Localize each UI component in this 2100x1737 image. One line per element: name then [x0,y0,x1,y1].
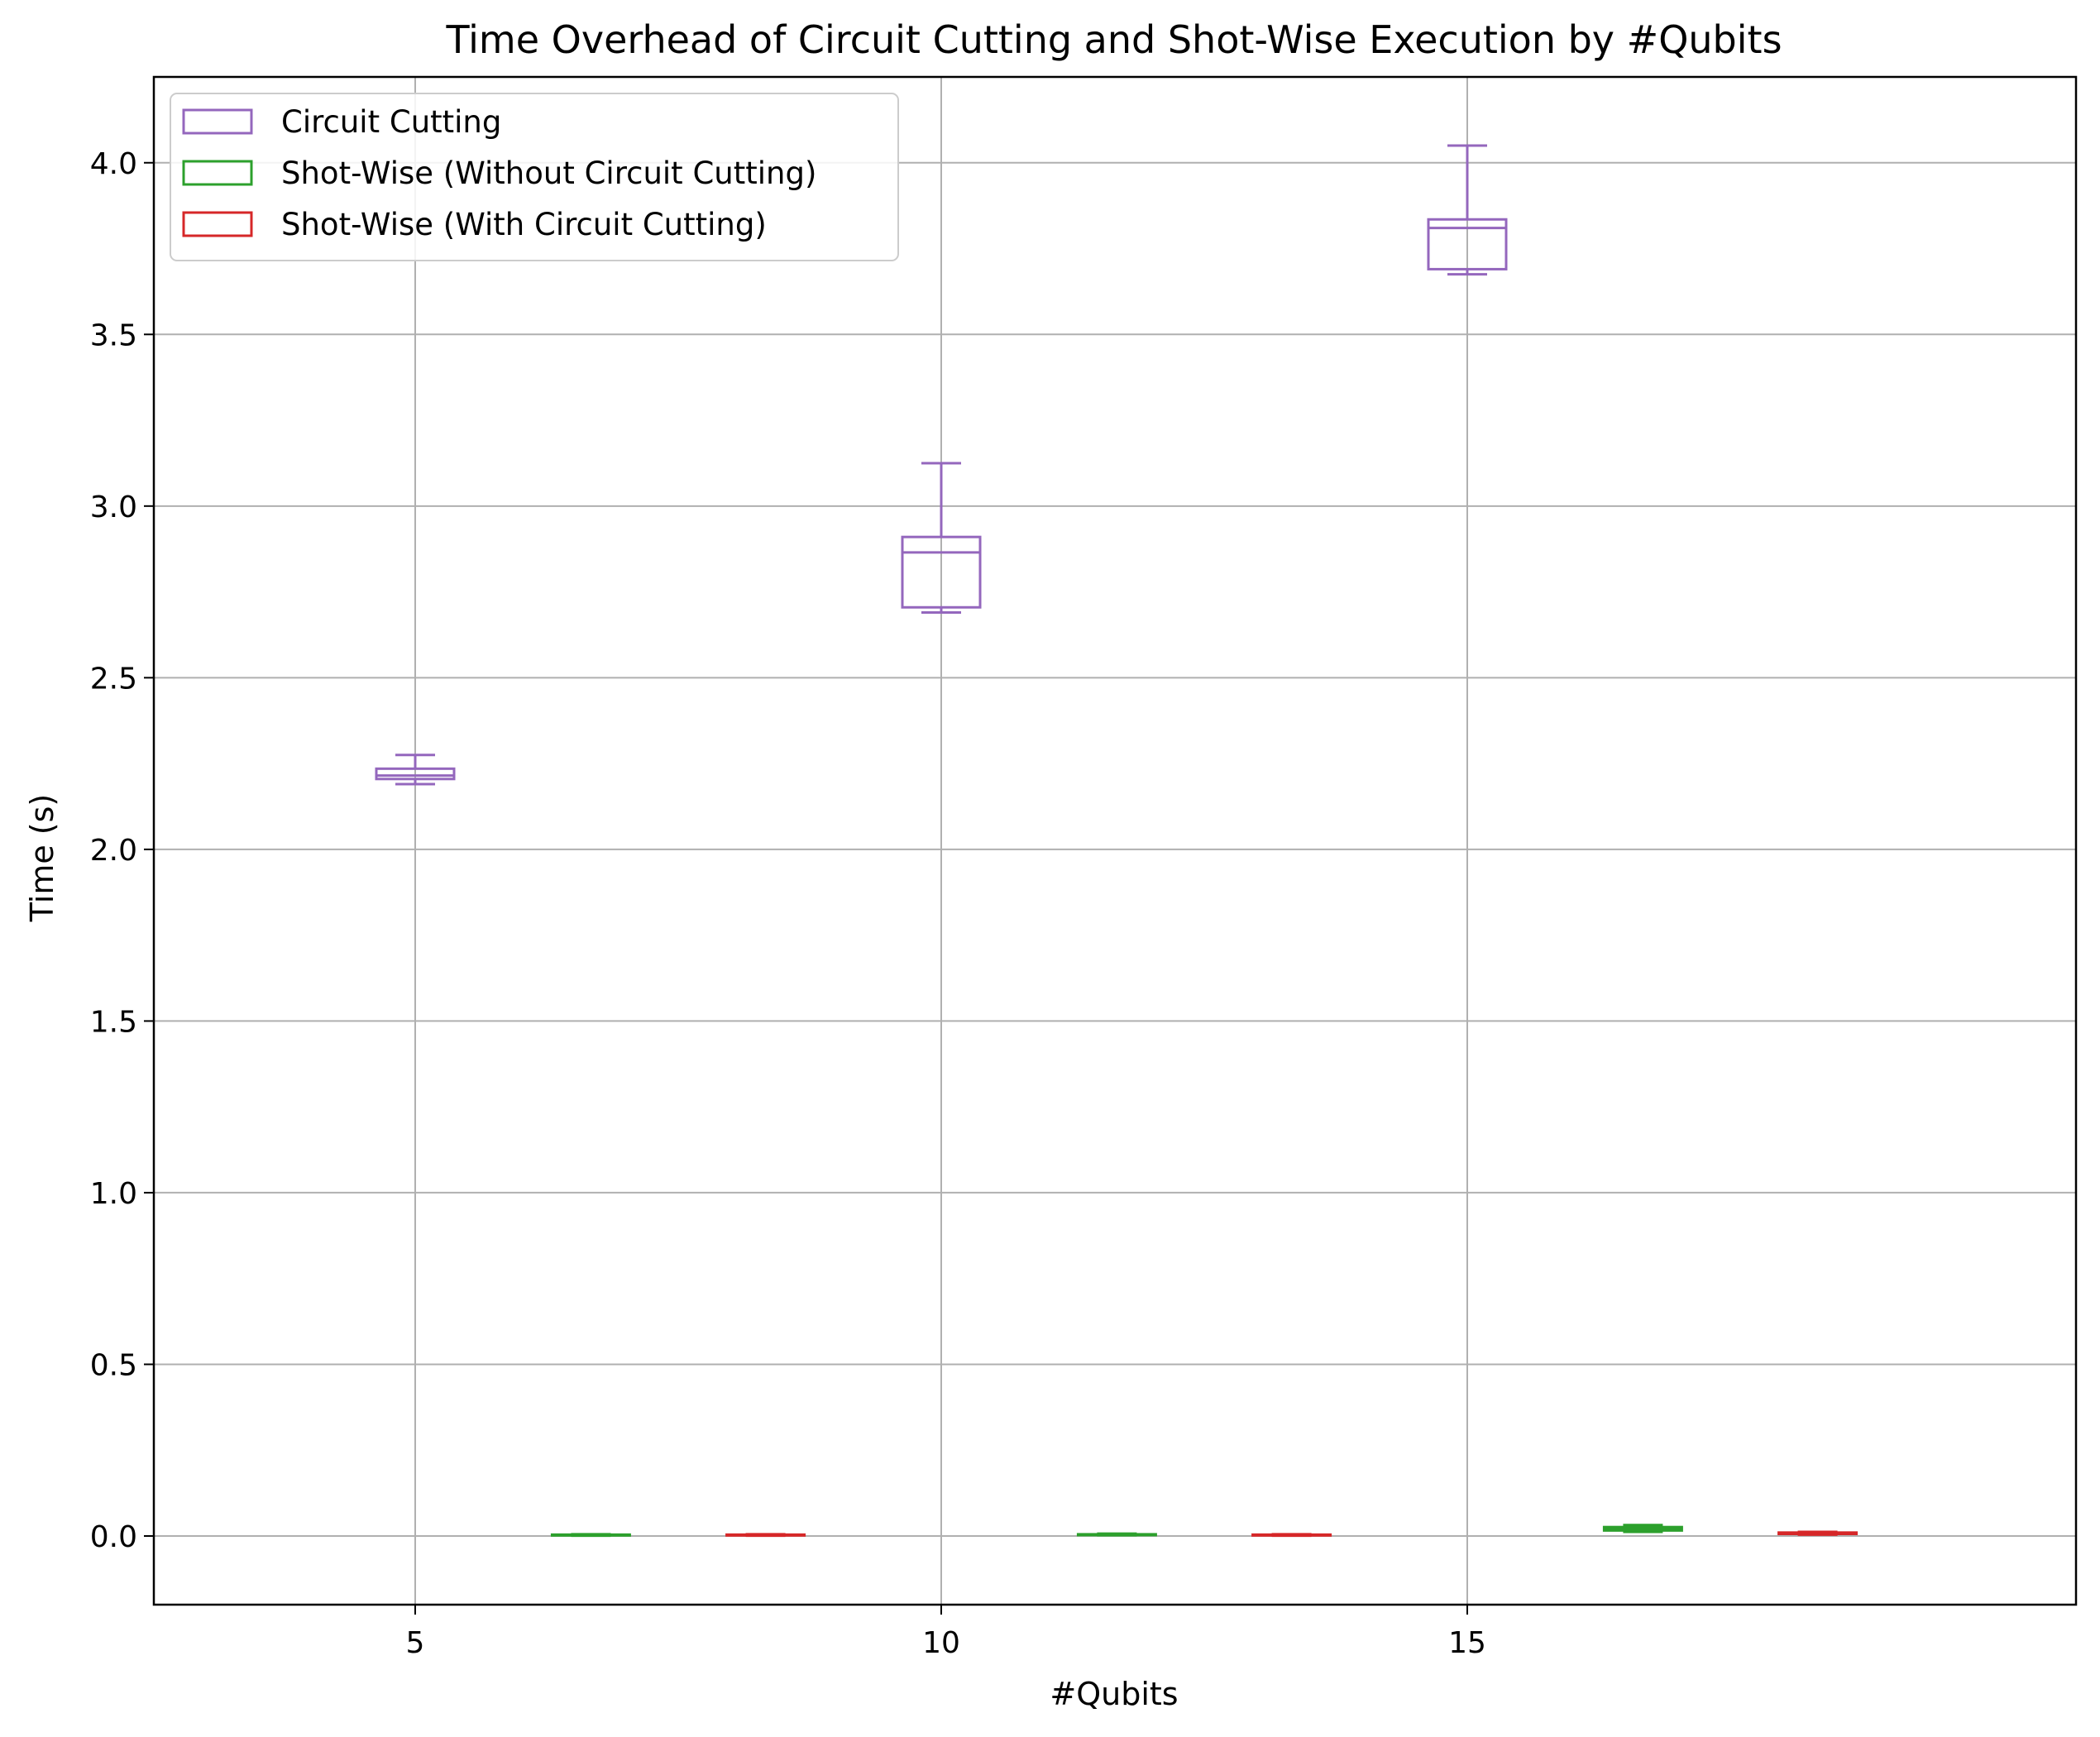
x-tick-label: 10 [922,1626,960,1660]
legend-swatch [182,160,253,186]
chart-title: Time Overhead of Circuit Cutting and Sho… [445,17,1782,62]
plot-area-frame [152,75,2078,1606]
legend-box [170,93,899,261]
x-tick-label: 5 [406,1626,425,1660]
box-plot [1251,1533,1332,1538]
legend-swatch [182,211,253,237]
y-tick-label: 2.0 [90,834,137,868]
x-axis-label: #Qubits [1050,1676,1178,1712]
box-plots [375,144,1858,1538]
legend-label: Shot-Wise (With Circuit Cutting) [281,207,767,242]
box-plot [1076,1532,1157,1537]
box-plot [1427,144,1508,276]
y-tick-label: 3.5 [90,318,137,352]
box-plot [550,1533,631,1538]
box-plot [725,1533,806,1538]
y-tick-label: 3.0 [90,490,137,524]
y-tick-label: 0.5 [90,1348,137,1382]
box-plot [1777,1530,1858,1536]
y-tick-label: 4.0 [90,147,137,181]
grid [154,77,2076,1605]
y-axis-ticks: 0.0 0.5 1.0 1.5 2.0 2.5 3.0 3.5 4.0 [90,147,154,1554]
y-tick-label: 1.5 [90,1005,137,1039]
y-tick-label: 0.0 [90,1520,137,1554]
box-plot [1602,1524,1683,1534]
legend-label: Shot-Wise (Without Circuit Cutting) [281,156,816,191]
box-plot [375,754,456,786]
legend-label: Circuit Cutting [281,104,501,140]
y-tick-label: 1.0 [90,1177,137,1211]
y-tick-label: 2.5 [90,662,137,696]
legend: Circuit Cutting Shot-Wise (Without Circui… [170,93,899,261]
y-axis-label: Time (s) [24,794,60,923]
box-plot [901,462,982,614]
x-axis-ticks: 5 10 15 [406,1605,1486,1660]
legend-swatch [182,108,253,135]
x-tick-label: 15 [1448,1626,1486,1660]
